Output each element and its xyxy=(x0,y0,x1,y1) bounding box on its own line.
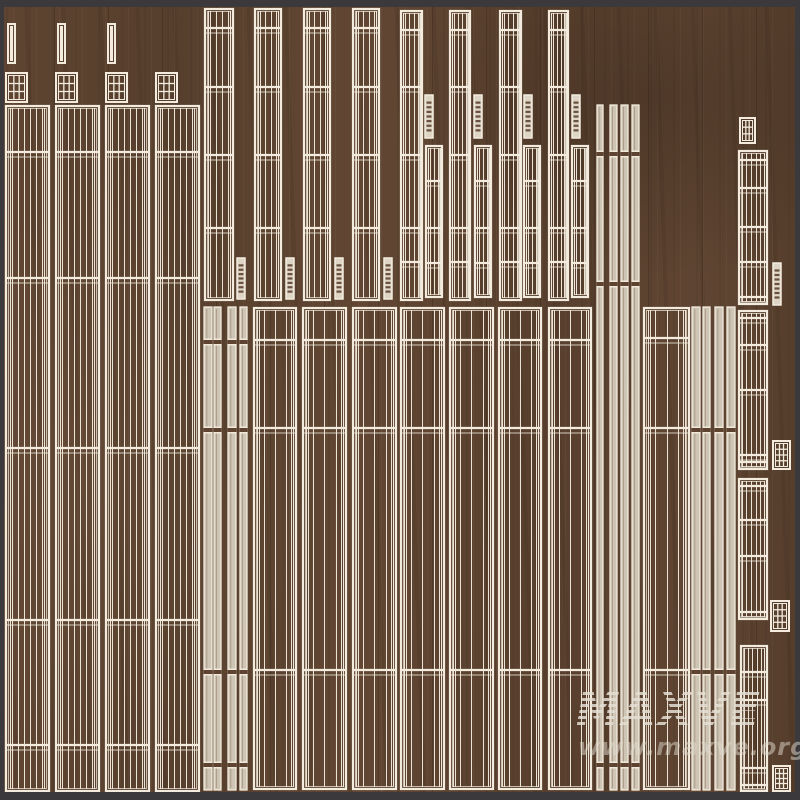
watermark-url: www.maxve.org xyxy=(578,733,800,761)
watermark-logo: MAXVE xyxy=(576,682,763,736)
